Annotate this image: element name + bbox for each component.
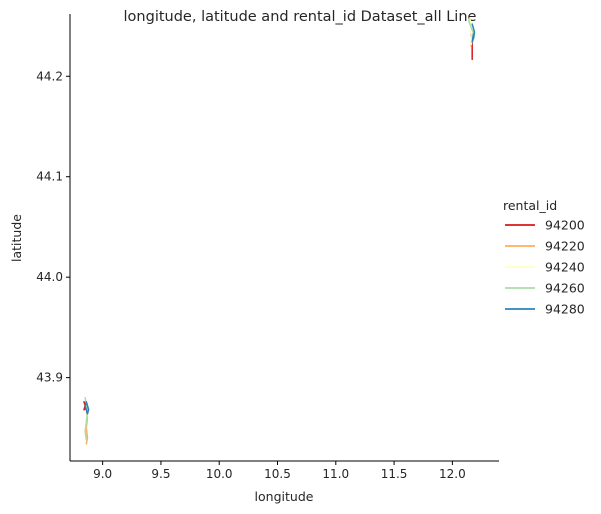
x-tick-label: 10.5 bbox=[264, 467, 291, 481]
x-tick-label: 9.5 bbox=[151, 467, 170, 481]
series-line-94240-part-2 bbox=[469, 17, 473, 45]
y-tick-label: 43.9 bbox=[36, 371, 63, 385]
series-line-94280-part-2 bbox=[471, 23, 476, 43]
y-tick-label: 44.1 bbox=[36, 170, 63, 184]
legend-label: 94200 bbox=[545, 218, 585, 233]
y-axis-ticks: 43.9 44.0 44.1 44.2 bbox=[36, 69, 70, 385]
legend: rental_id 94200 94220 94240 94260 94280 bbox=[503, 198, 585, 317]
legend-title: rental_id bbox=[503, 198, 557, 213]
series-line-94280-part-1 bbox=[84, 400, 90, 415]
y-tick-label: 44.2 bbox=[36, 69, 63, 83]
x-tick-label: 11.5 bbox=[381, 467, 408, 481]
plot-area bbox=[83, 17, 476, 445]
x-axis-label: longitude bbox=[255, 489, 314, 504]
x-axis-ticks: 9.0 9.5 10.0 10.5 11.0 11.5 12.0 bbox=[93, 461, 466, 481]
legend-label: 94220 bbox=[545, 239, 585, 254]
legend-label: 94260 bbox=[545, 281, 585, 296]
legend-label: 94280 bbox=[545, 302, 585, 317]
x-tick-label: 11.0 bbox=[322, 467, 349, 481]
y-axis-label: latitude bbox=[9, 214, 24, 262]
legend-label: 94240 bbox=[545, 260, 585, 275]
x-tick-label: 12.0 bbox=[439, 467, 466, 481]
x-tick-label: 9.0 bbox=[93, 467, 112, 481]
y-tick-label: 44.0 bbox=[36, 270, 63, 284]
x-tick-label: 10.0 bbox=[206, 467, 233, 481]
chart-title: longitude, latitude and rental_id Datase… bbox=[124, 9, 477, 25]
